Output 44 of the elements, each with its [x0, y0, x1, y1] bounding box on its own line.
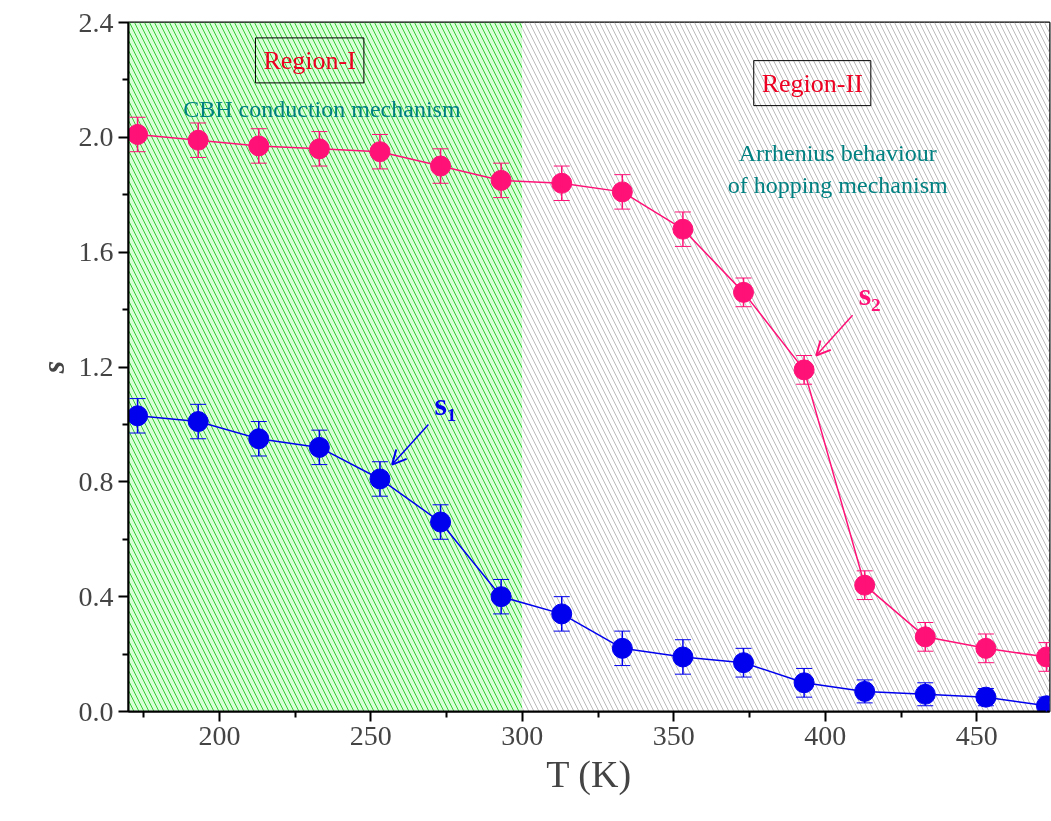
- point: [248, 135, 270, 157]
- text: s₂: [858, 276, 881, 313]
- point: [611, 181, 633, 203]
- point: [430, 511, 452, 533]
- y-tick-label: 0.8: [78, 465, 114, 497]
- point: [672, 218, 694, 240]
- point: [490, 169, 512, 191]
- y-tick-label: 1.6: [78, 236, 114, 268]
- y-tick-label: 0.4: [78, 580, 114, 612]
- point: [551, 172, 573, 194]
- x-tick-label: 450: [955, 719, 998, 751]
- point: [793, 359, 815, 381]
- point: [914, 626, 936, 648]
- y-tick-label: 0.0: [78, 695, 114, 727]
- band-label: Region-II: [761, 68, 863, 98]
- x-tick-label: 350: [652, 719, 695, 751]
- point: [128, 123, 149, 145]
- point: [248, 428, 270, 450]
- y-tick-label: 2.4: [78, 6, 114, 38]
- point: [187, 129, 209, 151]
- x-axis-title: T (K): [546, 752, 632, 796]
- point: [733, 281, 755, 303]
- annotation: Arrhenius behaviour of hopping mechanism: [727, 140, 948, 198]
- point: [611, 637, 633, 659]
- point: [369, 141, 391, 163]
- point: [128, 405, 149, 427]
- point: [187, 411, 209, 433]
- point: [672, 646, 694, 668]
- point: [551, 603, 573, 625]
- point: [490, 586, 512, 608]
- point: [733, 652, 755, 674]
- y-tick-label: 1.2: [78, 351, 114, 382]
- y-axis-title: s: [34, 360, 71, 375]
- point: [308, 138, 330, 160]
- x-tick-label: 250: [349, 719, 392, 751]
- x-tick-label: 400: [804, 719, 847, 751]
- point: [975, 637, 997, 659]
- point: [854, 574, 876, 596]
- x-tick-label: 200: [198, 719, 241, 751]
- point: [793, 672, 815, 694]
- x-tick-label: 300: [501, 719, 544, 751]
- y-tick-label: 2.0: [78, 121, 114, 153]
- point: [308, 436, 330, 458]
- point: [430, 155, 452, 177]
